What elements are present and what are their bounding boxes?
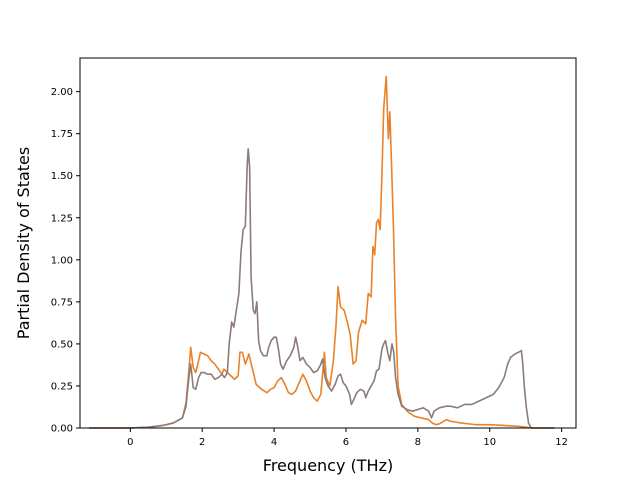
x-tick-label: 6 <box>343 437 349 448</box>
series-layer <box>88 75 555 429</box>
x-tick-label: 2 <box>199 437 205 448</box>
y-tick-label: 0.50 <box>51 339 73 350</box>
y-axis: 0.00 0.25 0.50 0.75 1.00 1.25 1.50 1.75 2.00 <box>51 87 80 435</box>
y-tick-label: 1.25 <box>51 213 73 224</box>
y-tick-label: 2.00 <box>51 87 73 98</box>
y-tick-label: 1.50 <box>51 171 73 182</box>
x-tick-label: 0 <box>127 437 133 448</box>
series-2-line <box>88 148 555 429</box>
y-tick-label: 1.00 <box>51 255 73 266</box>
x-axis: 0 2 4 6 8 10 12 <box>127 428 568 448</box>
y-tick-label: 0.75 <box>51 297 73 308</box>
plot-frame <box>79 57 577 429</box>
y-tick-label: 0.25 <box>51 381 73 392</box>
x-tick-label: 10 <box>483 437 496 448</box>
y-tick-label: 0.00 <box>51 424 73 435</box>
y-axis-label: Partial Density of States <box>14 147 33 339</box>
x-tick-label: 4 <box>271 437 277 448</box>
x-axis-label: Frequency (THz) <box>263 456 393 475</box>
y-tick-label: 1.75 <box>51 129 73 140</box>
x-tick-label: 8 <box>415 437 421 448</box>
x-tick-label: 12 <box>555 437 568 448</box>
